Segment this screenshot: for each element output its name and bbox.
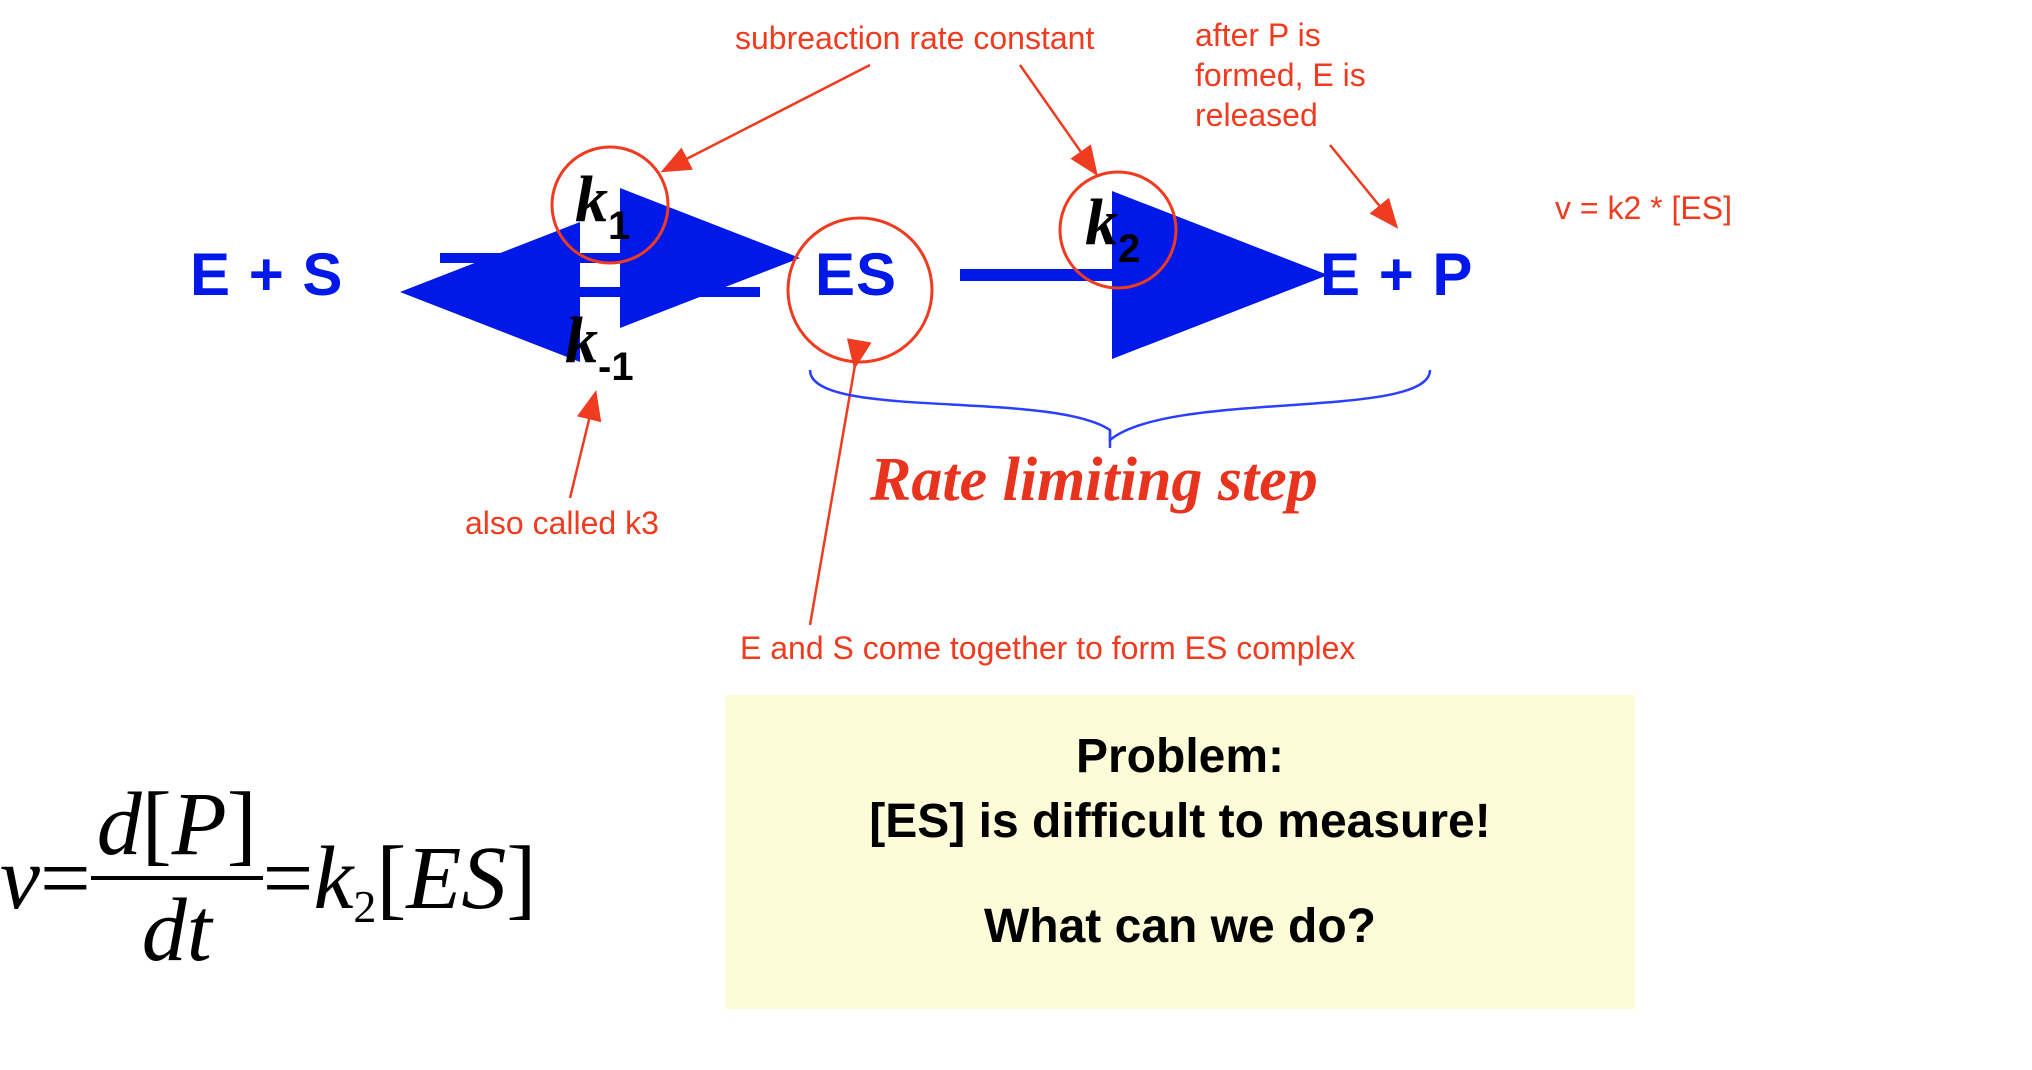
- eq-es-open: [: [376, 827, 406, 930]
- km1-sub: -1: [598, 345, 634, 389]
- eq-eq2: =: [263, 827, 314, 930]
- k1-label: k1: [575, 162, 630, 238]
- annot-arrow-to-k2: [1020, 65, 1095, 172]
- eq-fraction: d[P] dt: [91, 780, 263, 976]
- annot-arrow-to-k1: [665, 65, 870, 170]
- es-complex-label: ES: [815, 240, 897, 309]
- rate-equation: v = d[P] dt = k2 [ES]: [0, 780, 536, 976]
- rate-limiting-label: Rate limiting step: [870, 445, 1318, 516]
- annot-subreaction: subreaction rate constant: [735, 20, 1094, 57]
- k2-label: k2: [1085, 185, 1140, 261]
- annot-es-complex: E and S come together to form ES complex: [740, 630, 1355, 667]
- product-rhs: E + P: [1320, 240, 1473, 309]
- km1-k: k: [565, 304, 598, 377]
- annot-also-k3: also called k3: [465, 505, 659, 542]
- eq-num: d[P]: [91, 780, 263, 880]
- annot-after-p: after P is formed, E is released: [1195, 15, 1366, 135]
- eq-v: v: [0, 827, 40, 930]
- annot-arrow-to-k3: [570, 395, 595, 498]
- rate-limiting-brace: [810, 370, 1430, 440]
- eq-eq1: =: [40, 827, 91, 930]
- problem-line2: [ES] is difficult to measure!: [745, 790, 1615, 855]
- eq-es: ES: [406, 827, 506, 930]
- annot-arrow-to-ep: [1330, 145, 1395, 225]
- k2-k: k: [1085, 186, 1118, 259]
- annot-arrow-from-es: [810, 365, 855, 625]
- eq-es-close: ]: [506, 827, 536, 930]
- eq-den: dt: [91, 880, 263, 976]
- k1-k: k: [575, 163, 608, 236]
- km1-label: k-1: [565, 303, 634, 379]
- annot-v-eq: v = k2 * [ES]: [1555, 190, 1732, 227]
- problem-box: Problem: [ES] is difficult to measure! W…: [725, 695, 1635, 1009]
- k1-sub: 1: [608, 204, 630, 248]
- problem-line3: What can we do?: [745, 895, 1615, 960]
- reactant-lhs: E + S: [190, 240, 343, 309]
- eq-k2: k2: [313, 827, 376, 930]
- problem-line1: Problem:: [745, 725, 1615, 790]
- k2-sub: 2: [1118, 227, 1140, 271]
